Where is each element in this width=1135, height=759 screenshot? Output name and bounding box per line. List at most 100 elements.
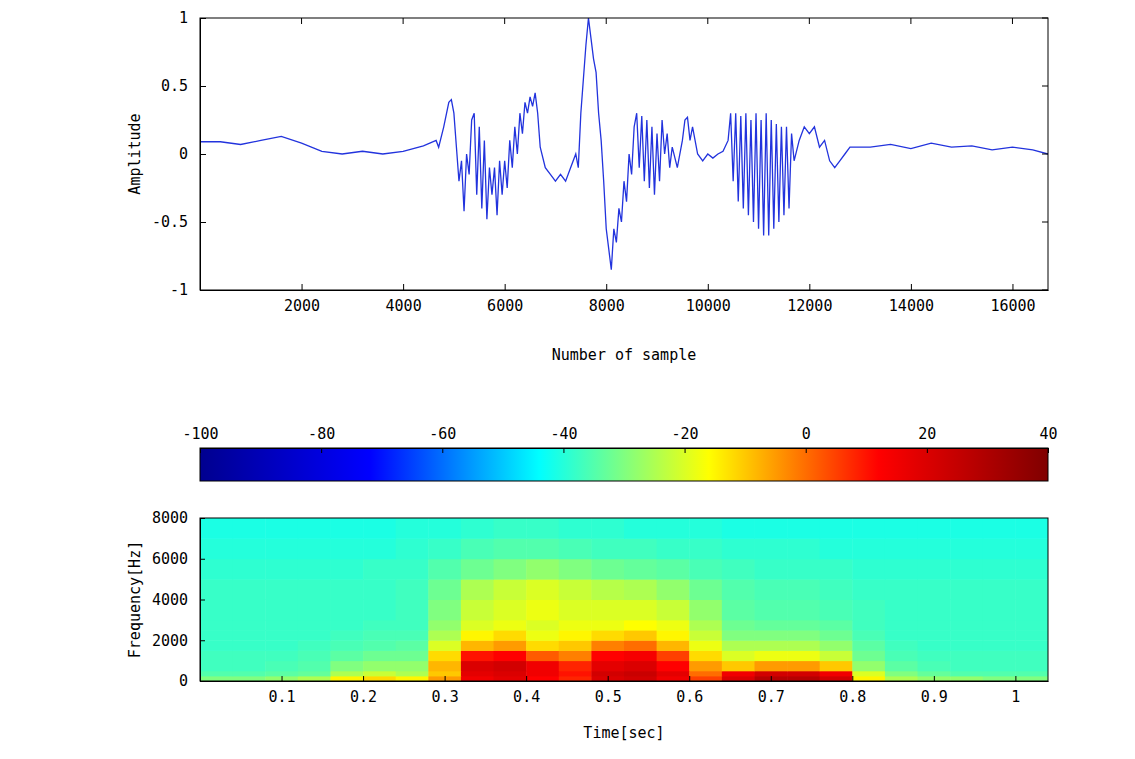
heatmap-cell [559, 630, 592, 641]
tick: 0.5 [595, 676, 622, 706]
heatmap-cell [233, 538, 266, 559]
heatmap-cell [754, 600, 787, 621]
tick-mark [526, 676, 527, 681]
heatmap-cell [754, 640, 787, 651]
tick-label: 6000 [152, 550, 188, 568]
heatmap-cell [494, 559, 527, 580]
heatmap-cell [918, 630, 951, 641]
tick-mark [200, 559, 205, 560]
heatmap-cell [363, 671, 396, 677]
axis-line [201, 448, 1049, 449]
heatmap-cell [591, 559, 624, 580]
tick-label: -60 [429, 425, 456, 443]
heatmap-cell [591, 518, 624, 539]
heatmap-cell [722, 671, 755, 677]
tick: 12000 [787, 284, 832, 315]
tick-label: 0 [179, 145, 188, 163]
heatmap-cell [396, 650, 429, 661]
heatmap-cell [950, 579, 983, 600]
heatmap-cell [526, 559, 559, 580]
heatmap-cell [983, 538, 1016, 559]
heatmap-cell [298, 676, 331, 681]
heatmap-cell [950, 518, 983, 539]
heatmap-cell [428, 620, 461, 631]
heatmap-cell [461, 671, 494, 677]
heatmap-cell [722, 661, 755, 672]
tick: 16000 [990, 284, 1035, 315]
heatmap-cell [885, 671, 918, 677]
heatmap-cell [265, 518, 298, 539]
tick: 2000 [152, 632, 205, 650]
tick-mark [910, 18, 911, 24]
heatmap-cell [852, 640, 885, 651]
heatmap-cell [689, 559, 722, 580]
heatmap-cell [559, 579, 592, 600]
heatmap-cell [852, 620, 885, 631]
heatmap-cell [494, 518, 527, 539]
axis-title: Amplitude [126, 113, 144, 194]
heatmap-cell [1015, 559, 1048, 580]
plot-frame [200, 518, 1048, 681]
heatmap-cell [526, 661, 559, 672]
heatmap-cell [200, 538, 233, 559]
tick-mark [1012, 18, 1013, 24]
axis-title: Number of sample [552, 346, 697, 364]
heatmap-cell [396, 640, 429, 651]
tick: 2000 [284, 284, 320, 315]
heatmap-cell [559, 650, 592, 661]
heatmap-cell [885, 661, 918, 672]
heatmap-cell [689, 579, 722, 600]
heatmap-cell [657, 559, 690, 580]
heatmap-cell [461, 650, 494, 661]
mirror-ticks [302, 18, 1013, 24]
heatmap-cell [722, 640, 755, 651]
tick-mark [200, 448, 201, 453]
tick-label: -0.5 [152, 213, 188, 231]
heatmap-cell [591, 640, 624, 651]
heatmap-cell [885, 518, 918, 539]
heatmap-cell [330, 630, 363, 641]
heatmap-cell [787, 650, 820, 661]
heatmap-cell [363, 579, 396, 600]
heatmap-cell [820, 661, 853, 672]
heatmap-cell [754, 671, 787, 677]
tick-mark [911, 284, 912, 290]
heatmap-cell [1015, 630, 1048, 641]
heatmap-cell [265, 620, 298, 631]
heatmap-cell [330, 661, 363, 672]
heatmap-cell [265, 676, 298, 681]
heatmap-cell [265, 600, 298, 621]
tick: -20 [672, 425, 699, 453]
heatmap-cell [918, 538, 951, 559]
heatmap-cell [330, 600, 363, 621]
heatmap-cell [657, 538, 690, 559]
heatmap-cell [233, 518, 266, 539]
heatmap-cell [722, 579, 755, 600]
heatmap-cell [298, 661, 331, 672]
heatmap-cell [428, 518, 461, 539]
tick: -100 [182, 425, 218, 453]
tick-mark [1015, 676, 1016, 681]
tick-label: 8000 [152, 509, 188, 527]
heatmap-cell [526, 518, 559, 539]
heatmap-cell [722, 518, 755, 539]
heatmap-cell [885, 538, 918, 559]
heatmap-cell [787, 676, 820, 681]
x-axis: 200040006000800010000120001400016000 [201, 284, 1049, 315]
tick-label: 0.5 [161, 77, 188, 95]
tick-label: 16000 [990, 297, 1035, 315]
x-axis: 0.10.20.30.40.50.60.70.80.91 [201, 676, 1049, 706]
heatmap-cell [918, 518, 951, 539]
heatmap-cell [787, 630, 820, 641]
tick-label: 0.6 [676, 688, 703, 706]
heatmap-cell [820, 579, 853, 600]
heatmap-cell [233, 620, 266, 631]
heatmap-cell [950, 650, 983, 661]
heatmap-cell [233, 579, 266, 600]
heatmap-cell [330, 676, 363, 681]
heatmap-cell [330, 579, 363, 600]
heatmap-cell [950, 538, 983, 559]
heatmap-cell [396, 559, 429, 580]
heatmap-cell [918, 661, 951, 672]
heatmap-cell [494, 630, 527, 641]
